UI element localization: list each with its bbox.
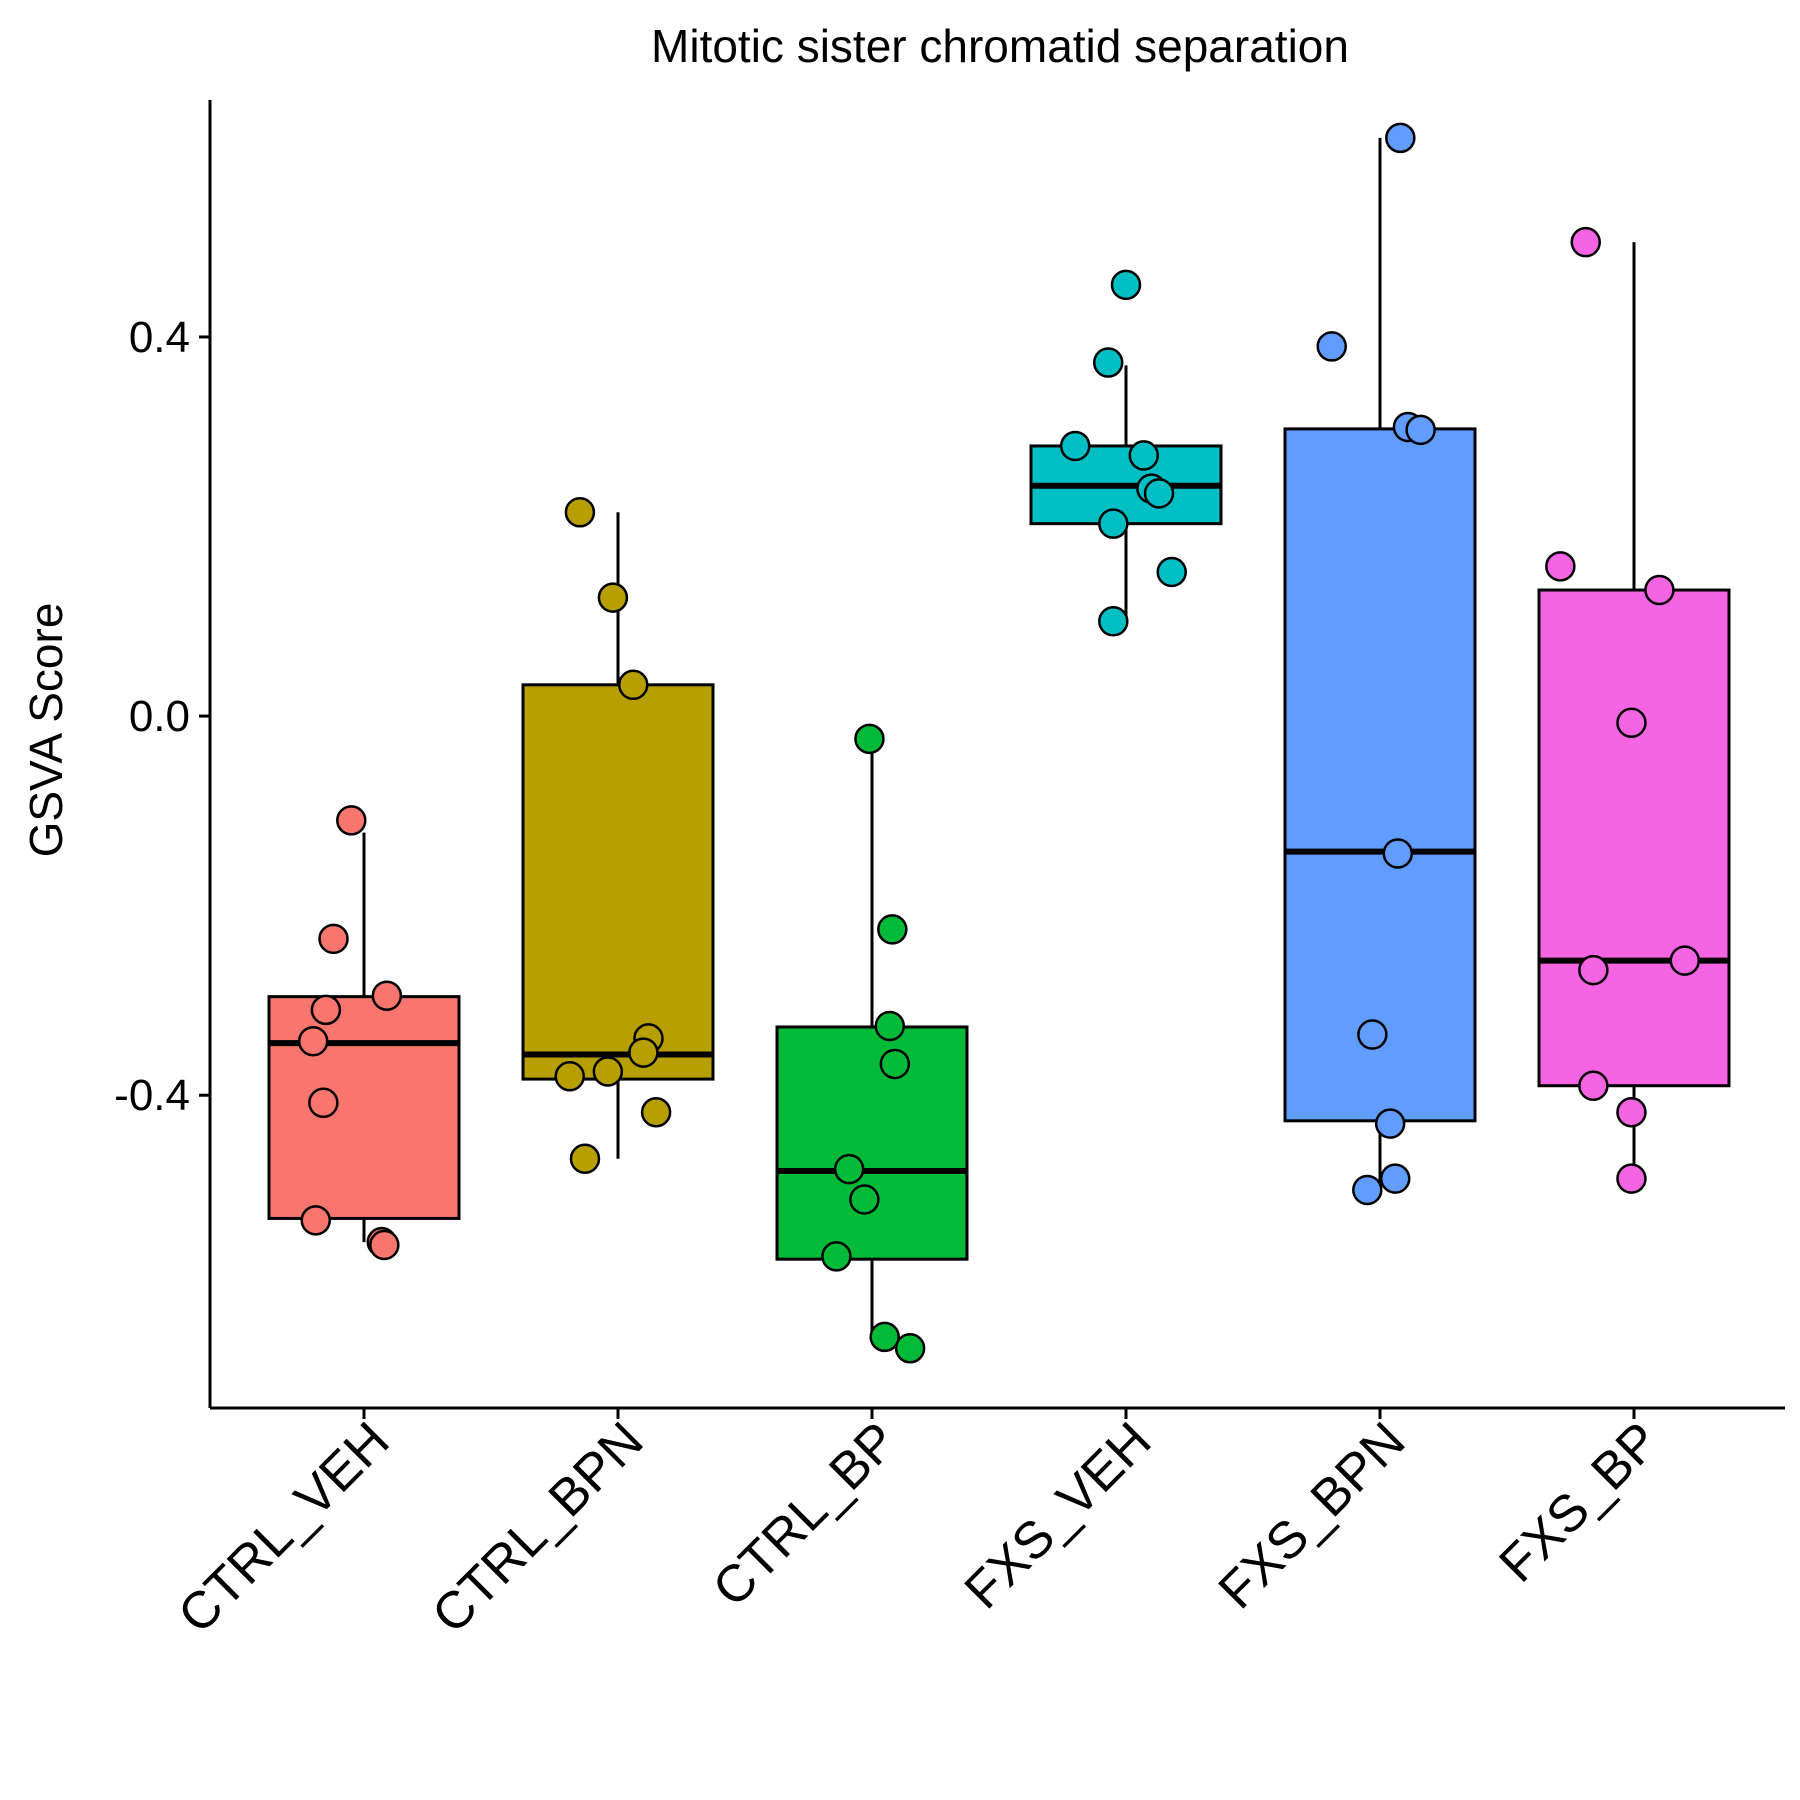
data-point xyxy=(1156,556,1187,588)
data-point xyxy=(310,994,342,1026)
data-point xyxy=(597,582,629,613)
x-tick-label: CTRL_BPN xyxy=(421,1411,654,1644)
data-point xyxy=(1110,269,1142,301)
data-point xyxy=(1669,945,1701,976)
x-tick-label: FXS_BP xyxy=(1488,1411,1670,1593)
data-point xyxy=(1352,1174,1383,1206)
y-axis-label: GSVA Score xyxy=(20,603,72,858)
data-point xyxy=(1644,574,1675,606)
x-tick-label: CTRL_VEH xyxy=(167,1411,400,1644)
box-body xyxy=(1537,588,1731,1088)
data-point xyxy=(369,1229,400,1261)
data-point xyxy=(554,1061,585,1092)
data-point xyxy=(308,1087,339,1119)
data-point xyxy=(592,1056,624,1087)
data-point xyxy=(879,1048,911,1080)
data-point xyxy=(1616,1097,1647,1128)
box-group-fxs-veh xyxy=(1029,365,1223,622)
y-tick-label: 0.0 xyxy=(129,692,190,741)
data-point xyxy=(1316,331,1347,362)
data-point xyxy=(300,1205,331,1236)
data-point xyxy=(874,1010,906,1042)
points-layer xyxy=(297,122,1701,1364)
data-point xyxy=(1092,347,1124,378)
data-point xyxy=(1098,508,1129,539)
data-point xyxy=(318,923,349,955)
data-point xyxy=(1570,226,1601,258)
data-point xyxy=(336,805,367,836)
data-point xyxy=(297,1025,329,1057)
data-point xyxy=(1616,1163,1647,1194)
box-body xyxy=(775,1025,969,1261)
data-point xyxy=(849,1184,880,1215)
boxes-layer xyxy=(267,137,1731,1333)
box-group-fxs-bpn xyxy=(1283,137,1477,1190)
data-point xyxy=(869,1321,900,1353)
box-group-fxs-bp xyxy=(1537,242,1731,1178)
data-point xyxy=(854,723,885,755)
data-point xyxy=(640,1097,672,1128)
data-point xyxy=(1059,430,1091,462)
data-point xyxy=(1405,414,1436,446)
data-point xyxy=(1128,440,1160,471)
data-point xyxy=(833,1153,865,1185)
data-point xyxy=(617,669,649,701)
data-point xyxy=(1616,707,1647,738)
box-group-ctrl-bp xyxy=(775,741,969,1333)
y-tick-label: -0.4 xyxy=(114,1071,190,1120)
data-point xyxy=(564,497,596,528)
x-tick-label: FXS_VEH xyxy=(954,1411,1163,1620)
box-body xyxy=(267,995,461,1220)
data-point xyxy=(1098,606,1129,637)
data-point xyxy=(569,1143,601,1174)
data-point xyxy=(628,1037,659,1068)
data-point xyxy=(1379,1163,1411,1194)
data-point xyxy=(1357,1019,1388,1050)
data-point xyxy=(1374,1108,1406,1139)
x-tick-label: FXS_BPN xyxy=(1208,1411,1417,1620)
data-point xyxy=(894,1333,926,1364)
box-body xyxy=(521,683,715,1081)
data-point xyxy=(1578,954,1609,986)
box-group-ctrl-veh xyxy=(267,832,461,1243)
chart-title: Mitotic sister chromatid separation xyxy=(651,20,1349,72)
box-group-ctrl-bpn xyxy=(521,512,715,1159)
data-point xyxy=(1385,122,1416,154)
data-point xyxy=(877,914,908,945)
data-point xyxy=(821,1241,852,1272)
data-point xyxy=(1382,838,1414,869)
x-tick-label: CTRL_BP xyxy=(702,1411,909,1618)
box-body xyxy=(1283,427,1477,1123)
data-point xyxy=(371,980,403,1011)
data-point xyxy=(1143,478,1175,509)
y-tick-label: 0.4 xyxy=(129,313,190,362)
data-point xyxy=(1545,551,1576,582)
data-point xyxy=(1578,1070,1609,1101)
